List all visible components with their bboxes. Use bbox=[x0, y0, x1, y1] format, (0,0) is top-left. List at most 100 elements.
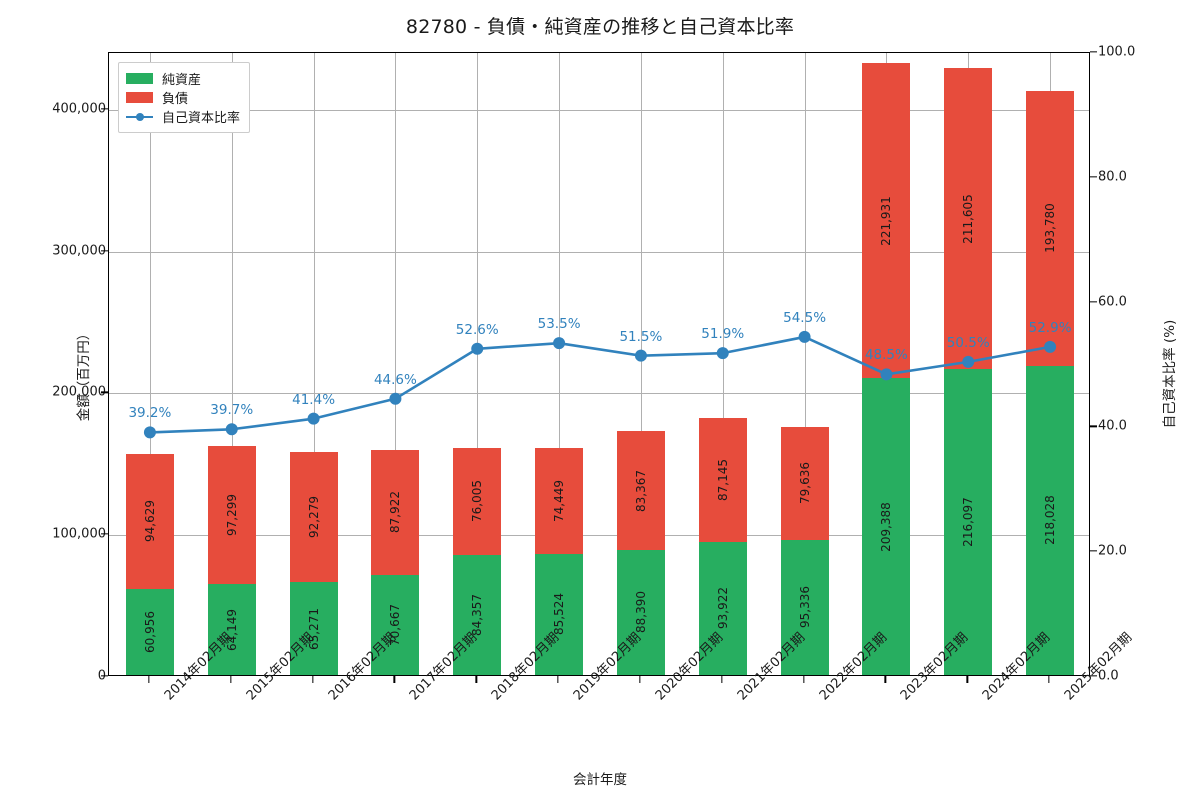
line-marker[interactable] bbox=[1044, 340, 1057, 353]
bar-segment-equity[interactable]: 65,271 bbox=[289, 582, 338, 675]
y-axis-tick-left: 300,000 bbox=[52, 243, 106, 259]
x-axis-tick-label: 2025年02月期 bbox=[1061, 630, 1136, 704]
line-value-label: 39.7% bbox=[210, 402, 254, 419]
gridline-horizontal bbox=[109, 109, 1089, 111]
bar-stack[interactable]: 64,149 97,299 bbox=[207, 446, 256, 675]
y-axis-tick-left: 400,000 bbox=[52, 101, 106, 117]
bar-segment-equity[interactable]: 60,956 bbox=[125, 588, 174, 675]
gridline-vertical bbox=[722, 53, 724, 675]
line-marker[interactable] bbox=[798, 330, 811, 343]
y-axis-tick-left: 200,000 bbox=[52, 384, 106, 400]
line-value-label: 44.6% bbox=[373, 371, 417, 388]
gridline-horizontal bbox=[109, 535, 1089, 537]
legend-item-label: 負債 bbox=[162, 92, 189, 107]
bar-stack[interactable]: 84,357 76,005 bbox=[453, 447, 502, 675]
bar-segment-liabilities[interactable]: 74,449 bbox=[535, 448, 584, 554]
y-tickmark-right bbox=[1090, 300, 1097, 303]
x-axis-tick-label: 2023年02月期 bbox=[895, 630, 971, 703]
line-value-label: 51.9% bbox=[701, 326, 745, 343]
bar-stack[interactable]: 218,028 193,780 bbox=[1026, 90, 1075, 675]
legend-item-label: 自己資本比率 bbox=[162, 111, 241, 126]
bar-segment-equity[interactable]: 93,922 bbox=[698, 541, 747, 675]
line-marker[interactable] bbox=[880, 368, 893, 381]
line-value-label: 51.5% bbox=[619, 328, 663, 345]
y-axis-tick-left: 100,000 bbox=[52, 526, 106, 542]
y-tickmark-right bbox=[1090, 675, 1097, 677]
y-axis-tick-right: 20.0 bbox=[1098, 543, 1127, 559]
bar-segment-equity[interactable]: 84,357 bbox=[453, 555, 502, 675]
legend-color-swatch bbox=[126, 73, 153, 84]
bar-stack[interactable]: 85,524 74,449 bbox=[535, 448, 584, 675]
line-marker[interactable] bbox=[634, 349, 647, 362]
bar-stack[interactable]: 95,336 79,636 bbox=[780, 426, 829, 675]
x-axis-tick-label: 2024年02月期 bbox=[977, 630, 1053, 703]
bar-segment-liabilities[interactable]: 79,636 bbox=[780, 426, 829, 540]
line-value-label: 53.5% bbox=[537, 316, 581, 333]
gridline-vertical bbox=[804, 53, 806, 675]
gridline-horizontal bbox=[109, 251, 1089, 253]
legend-color-swatch bbox=[126, 92, 153, 103]
legend-item[interactable]: 純資産 bbox=[126, 69, 240, 88]
bar-stack[interactable]: 65,271 92,279 bbox=[289, 451, 338, 675]
bar-segment-equity[interactable]: 85,524 bbox=[535, 553, 584, 675]
line-marker[interactable] bbox=[389, 392, 402, 405]
x-tickmark bbox=[966, 676, 968, 683]
bar-segment-liabilities[interactable]: 97,299 bbox=[207, 446, 256, 585]
y-tickmark-left bbox=[101, 249, 108, 252]
bar-segment-equity[interactable]: 70,667 bbox=[371, 574, 420, 675]
bar-stack[interactable]: 93,922 87,145 bbox=[698, 418, 747, 675]
bar-segment-liabilities[interactable]: 87,922 bbox=[371, 450, 420, 575]
bar-stack[interactable]: 60,956 94,629 bbox=[125, 454, 174, 675]
bar-segment-liabilities[interactable]: 211,605 bbox=[944, 68, 993, 369]
bar-segment-liabilities[interactable]: 221,931 bbox=[862, 63, 911, 379]
bar-stack[interactable]: 70,667 87,922 bbox=[371, 450, 420, 675]
line-marker[interactable] bbox=[716, 347, 729, 360]
line-marker[interactable] bbox=[962, 355, 975, 368]
line-value-label: 52.6% bbox=[455, 321, 499, 338]
x-tickmark bbox=[884, 676, 887, 683]
bar-segment-liabilities[interactable]: 76,005 bbox=[453, 447, 502, 556]
legend-line-marker-icon bbox=[126, 111, 153, 122]
bar-segment-equity[interactable]: 64,149 bbox=[207, 584, 256, 675]
bar-segment-liabilities[interactable]: 83,367 bbox=[616, 431, 665, 550]
x-axis-tick-label: 2022年02月期 bbox=[814, 630, 889, 703]
bar-segment-liabilities[interactable]: 94,629 bbox=[125, 454, 174, 589]
y-tickmark-right bbox=[1090, 176, 1097, 178]
line-marker[interactable] bbox=[225, 423, 238, 436]
chart-title: 82780 - 負債・純資産の推移と自己資本比率 bbox=[405, 16, 795, 38]
bar-stack[interactable]: 209,388 221,931 bbox=[862, 63, 911, 675]
bar-segment-equity[interactable]: 95,336 bbox=[780, 539, 829, 675]
bar-segment-liabilities[interactable]: 92,279 bbox=[289, 451, 338, 583]
line-series-layer: 39.2% 39.7% 41.4% 44.6% 52.6% 53.5% 51.5% 51.9%… bbox=[109, 53, 1089, 675]
line-value-label: 54.5% bbox=[783, 309, 827, 326]
line-value-label: 41.4% bbox=[292, 391, 336, 408]
x-axis-tick-label: 2015年02月期 bbox=[241, 630, 317, 703]
gridline-vertical bbox=[477, 53, 479, 675]
bar-segment-liabilities[interactable]: 87,145 bbox=[698, 418, 747, 542]
x-axis-tick-label: 2020年02月期 bbox=[650, 630, 726, 703]
line-marker[interactable] bbox=[143, 426, 156, 439]
x-axis-tick-label: 2016年02月期 bbox=[323, 630, 398, 703]
y-tickmark-right bbox=[1090, 51, 1097, 53]
y-axis-tick-right: 80.0 bbox=[1098, 169, 1127, 185]
bar-segment-equity[interactable]: 216,097 bbox=[944, 368, 993, 675]
x-tickmark bbox=[148, 676, 150, 683]
bar-segment-equity[interactable]: 88,390 bbox=[616, 549, 665, 675]
bar-stack[interactable]: 216,097 211,605 bbox=[944, 68, 993, 675]
legend-item[interactable]: 自己資本比率 bbox=[126, 107, 240, 126]
gridline-vertical bbox=[395, 53, 397, 675]
bar-segment-equity[interactable]: 209,388 bbox=[862, 378, 911, 675]
y-axis-tick-right: 60.0 bbox=[1098, 294, 1127, 310]
bar-segment-equity[interactable]: 218,028 bbox=[1026, 365, 1075, 675]
plot-area: 60,956 94,629 64,149 97,299 65,271 92,279 70,6… bbox=[108, 52, 1090, 676]
line-value-label: 39.2% bbox=[128, 405, 172, 422]
legend-item[interactable]: 負債 bbox=[126, 88, 240, 107]
line-marker[interactable] bbox=[307, 412, 320, 425]
line-value-label: 48.5% bbox=[864, 347, 908, 364]
bar-segment-liabilities[interactable]: 193,780 bbox=[1026, 90, 1075, 366]
x-tickmark bbox=[393, 676, 396, 683]
bar-stack[interactable]: 88,390 83,367 bbox=[616, 431, 665, 675]
line-marker[interactable] bbox=[471, 342, 484, 355]
line-marker[interactable] bbox=[553, 337, 566, 350]
